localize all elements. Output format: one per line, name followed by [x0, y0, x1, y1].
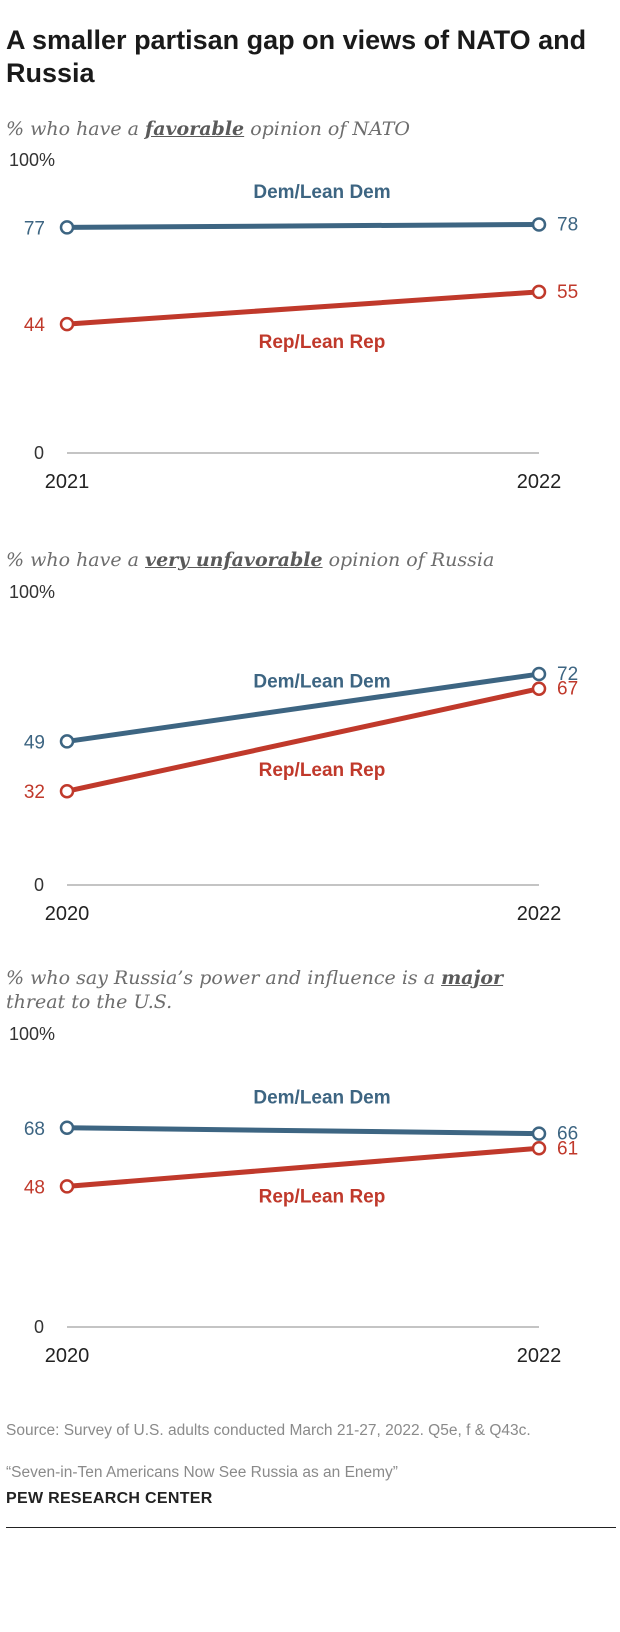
dem-data-label: 49: [24, 732, 45, 753]
dem-point: [59, 1120, 75, 1136]
chart-3-subtitle: % who say Russia’s power and influence i…: [6, 966, 566, 1014]
rep-point: [59, 316, 75, 332]
rep-point: [531, 1141, 547, 1156]
rep-data-label: 55: [557, 282, 578, 303]
dem-data-label: 78: [557, 214, 578, 235]
dem-point: [59, 220, 75, 235]
rep-series-line: [64, 1145, 542, 1189]
x-tick-label: 2022: [517, 1345, 562, 1367]
dem-series-line: [64, 221, 542, 230]
rep-point: [59, 1179, 75, 1194]
rep-data-label: 32: [24, 782, 45, 803]
rep-point: [59, 783, 75, 799]
bottom-rule: [6, 1527, 616, 1528]
report-title: “Seven-in-Ten Americans Now See Russia a…: [6, 1464, 398, 1481]
y-zero-label: 0: [34, 1317, 44, 1337]
chart-3-subtitle-emphasis: major: [441, 967, 504, 989]
rep-series-line: [64, 289, 542, 327]
dem-series-line: [64, 1125, 542, 1137]
dem-series-label: Dem/Lean Dem: [253, 182, 390, 203]
rep-data-label: 61: [557, 1138, 578, 1159]
rep-point: [531, 284, 547, 300]
chart-2-subtitle: % who have a very unfavorable opinion of…: [6, 548, 606, 572]
dem-data-label: 68: [24, 1119, 45, 1140]
y-top-label: 100%: [9, 1024, 55, 1044]
chart-2-subtitle-post: opinion of Russia: [322, 549, 495, 571]
chart-2-subtitle-emphasis: very unfavorable: [145, 549, 323, 571]
y-top-label: 100%: [9, 582, 55, 602]
chart-1-subtitle-pre: % who have a: [6, 118, 146, 140]
dem-series-label: Dem/Lean Dem: [253, 1088, 390, 1109]
rep-series-label: Rep/Lean Rep: [259, 760, 386, 781]
chart-1-subtitle: % who have a favorable opinion of NATO: [6, 117, 606, 141]
dem-point: [531, 1126, 547, 1141]
dem-data-label: 77: [24, 218, 45, 239]
dem-series-line: [64, 671, 542, 744]
dem-series-label: Dem/Lean Dem: [253, 672, 390, 693]
source-note: Source: Survey of U.S. adults conducted …: [6, 1422, 531, 1439]
x-tick-label: 2020: [45, 1345, 90, 1367]
dem-point: [531, 666, 547, 682]
chart-2-subtitle-pre: % who have a: [6, 549, 146, 571]
rep-data-label: 44: [24, 315, 46, 336]
dem-point: [59, 734, 75, 749]
rep-data-label: 67: [557, 679, 578, 700]
x-tick-label: 2020: [45, 903, 90, 925]
x-tick-label: 2022: [517, 471, 562, 493]
rep-point: [531, 681, 547, 696]
x-tick-label: 2022: [517, 903, 562, 925]
rep-series-line: [64, 686, 542, 794]
chart-1-subtitle-post: opinion of NATO: [244, 118, 410, 140]
x-tick-label: 2021: [45, 471, 90, 493]
chart-3-subtitle-pre: % who say Russia’s power and influence i…: [6, 967, 442, 989]
rep-series-label: Rep/Lean Rep: [259, 1186, 386, 1207]
brand-label: PEW RESEARCH CENTER: [6, 1490, 213, 1507]
dem-point: [531, 217, 547, 232]
y-zero-label: 0: [34, 443, 44, 463]
rep-data-label: 48: [24, 1177, 45, 1198]
y-top-label: 100%: [9, 150, 55, 170]
chart-3-subtitle-post: threat to the U.S.: [6, 991, 173, 1013]
dem-data-label: 72: [557, 664, 578, 685]
chart-title: A smaller partisan gap on views of NATO …: [6, 25, 587, 88]
y-zero-label: 0: [34, 875, 44, 895]
dem-data-label: 66: [557, 1124, 578, 1145]
chart-1-subtitle-emphasis: favorable: [145, 118, 245, 140]
rep-series-label: Rep/Lean Rep: [259, 332, 386, 353]
